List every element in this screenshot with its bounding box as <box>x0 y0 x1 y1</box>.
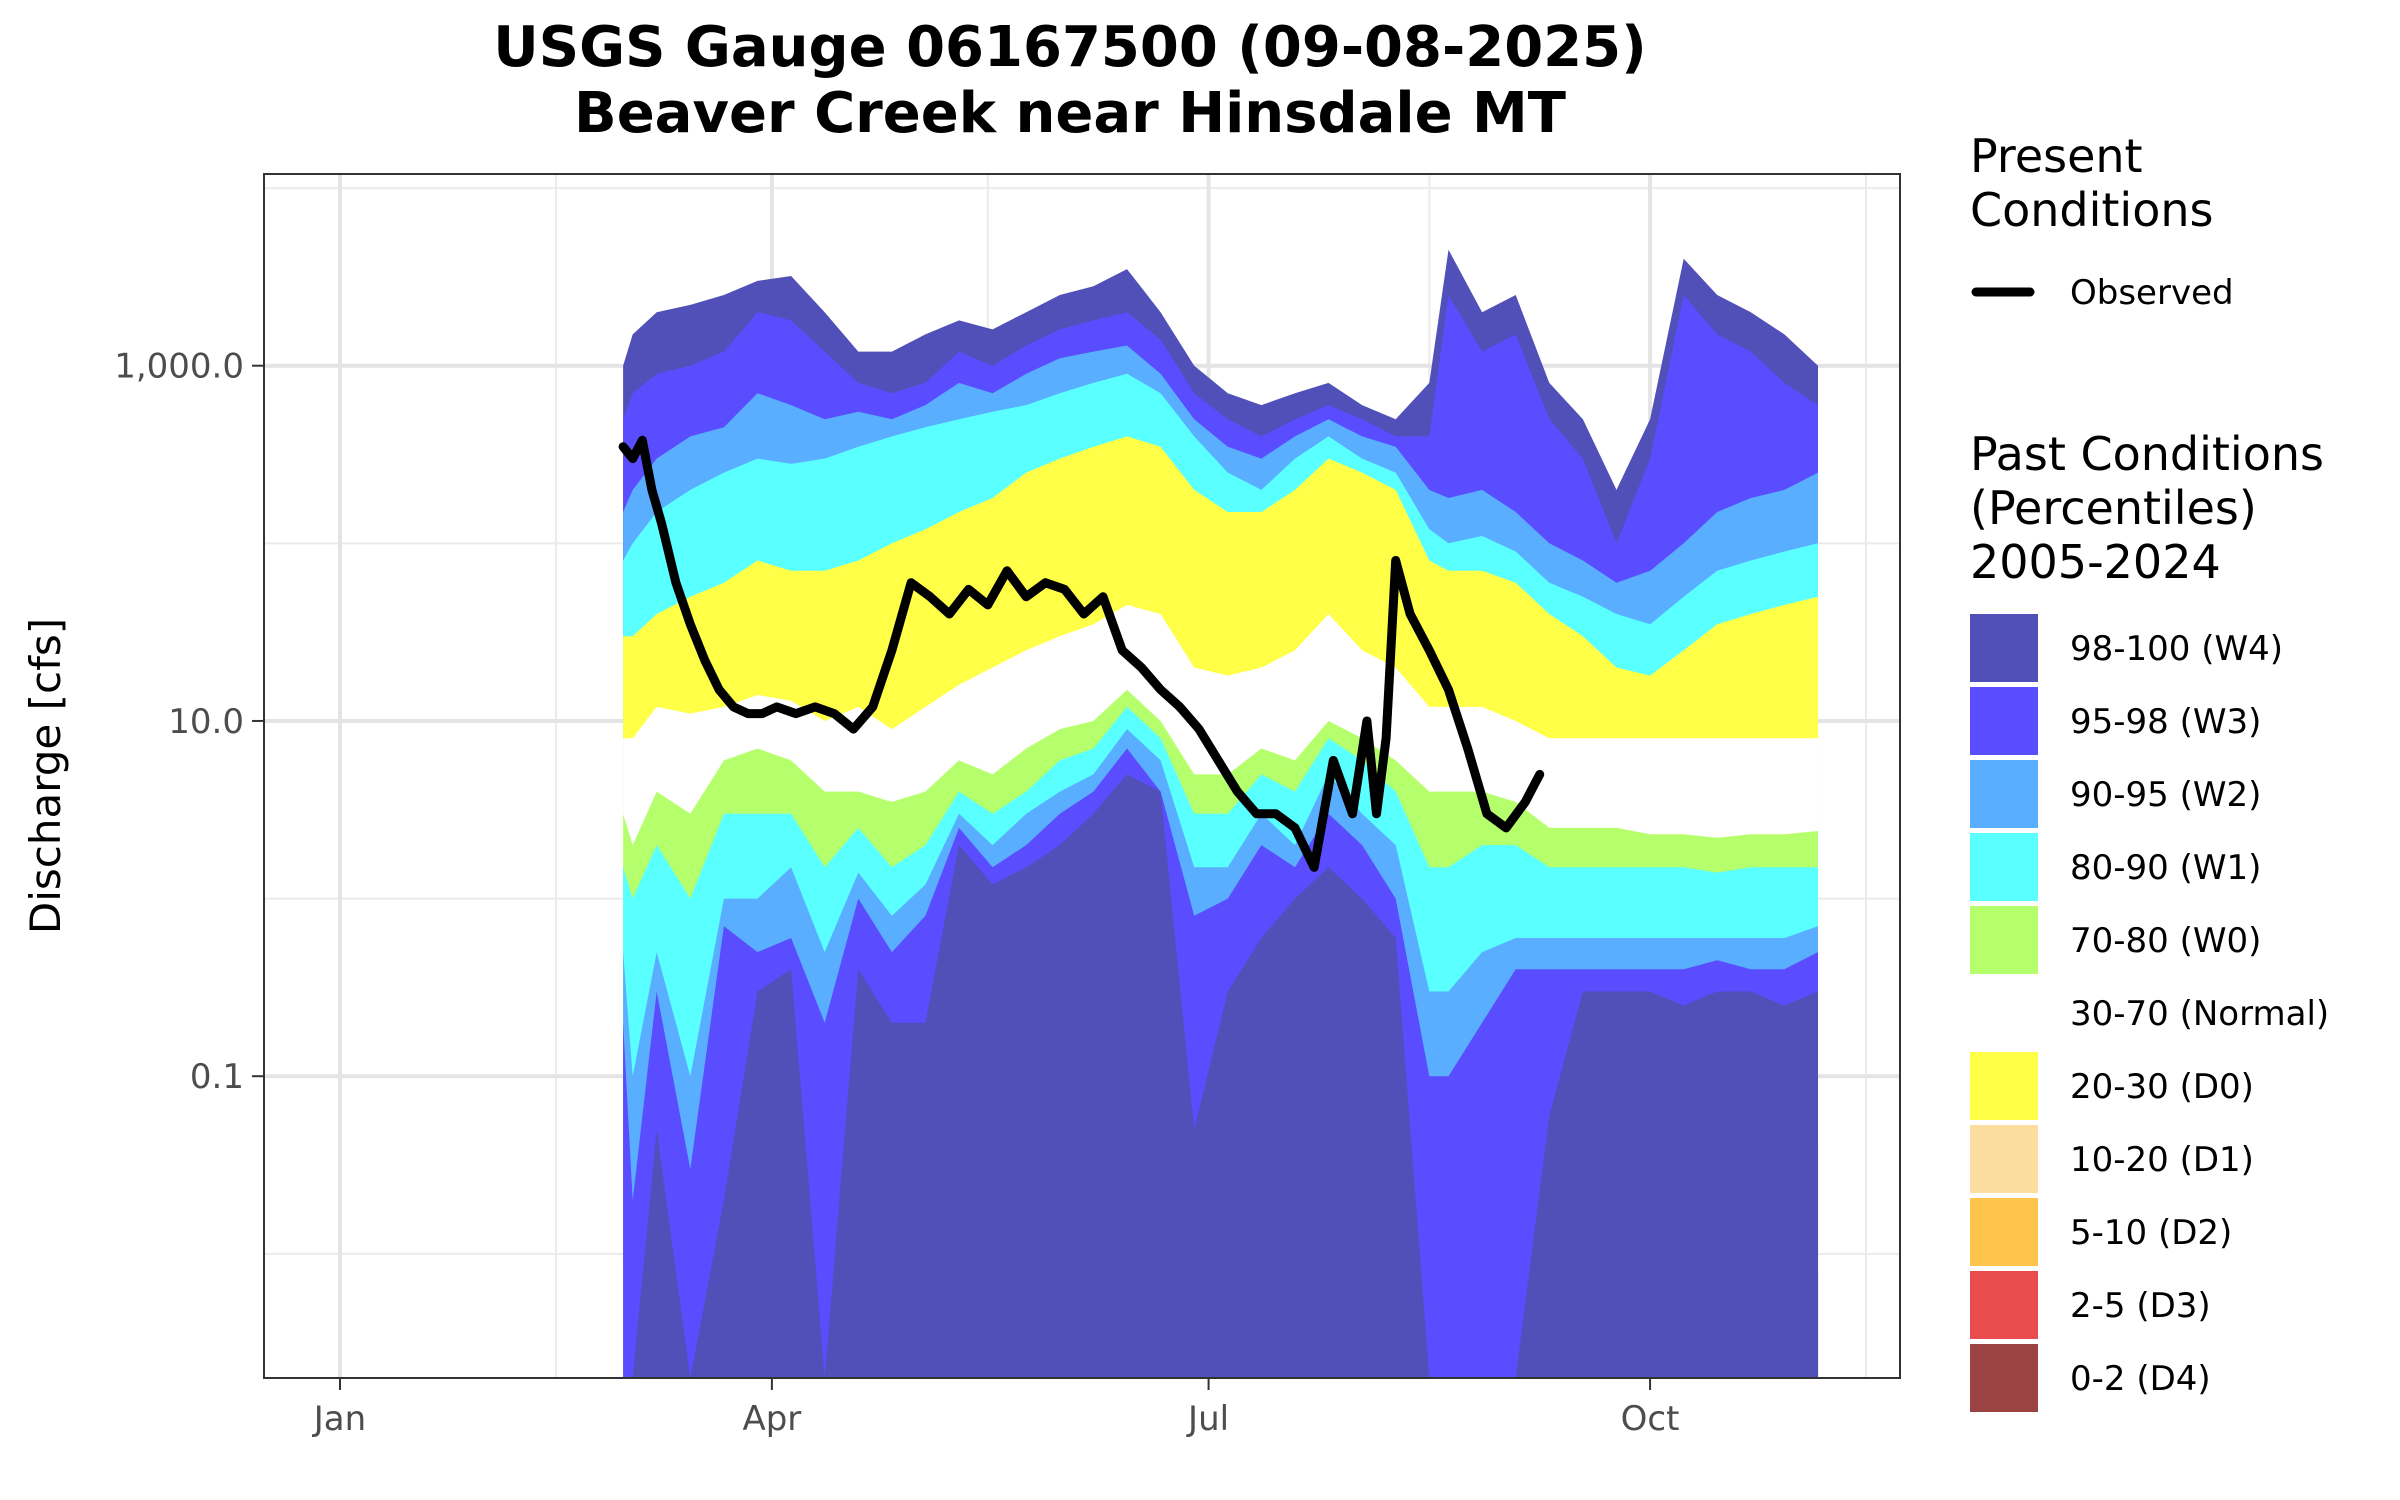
legend-swatch <box>1970 1344 2038 1412</box>
legend-swatch <box>1970 1198 2038 1266</box>
chart-title: USGS Gauge 06167500 (09-08-2025) <box>493 15 1646 80</box>
legend-label: 30-70 (Normal) <box>2070 994 2329 1034</box>
legend-swatch <box>1970 760 2038 828</box>
legend-label-observed: Observed <box>2070 273 2234 313</box>
legend-label: 70-80 (W0) <box>2070 921 2261 961</box>
past-legend-title: (Percentiles) <box>1970 481 2257 535</box>
legend-swatch <box>1970 906 2038 974</box>
observed-series <box>618 435 1545 872</box>
y-axis: 1,000.0 10.0 0.1 <box>114 347 264 1097</box>
y-tick-label: 10.0 <box>168 702 244 742</box>
legend-label: 98-100 (W4) <box>2070 629 2283 669</box>
present-legend-title: Present <box>1970 129 2143 183</box>
y-tick-label: 1,000.0 <box>114 347 244 387</box>
y-axis-title: Discharge [cfs] <box>21 618 70 934</box>
x-axis: Jan Apr Jul Oct <box>312 1378 1680 1439</box>
observed-line <box>618 435 1545 872</box>
x-tick-label: Jan <box>312 1399 366 1439</box>
x-tick-label: Oct <box>1621 1399 1680 1439</box>
plot-border <box>263 173 1901 1379</box>
legend-label: 90-95 (W2) <box>2070 775 2261 815</box>
past-legend-title: Past Conditions <box>1970 427 2324 481</box>
legend-swatch <box>1970 1125 2038 1193</box>
legend-label: 95-98 (W3) <box>2070 702 2261 742</box>
legend-swatch <box>1970 833 2038 901</box>
legend-swatch <box>1970 979 2038 1047</box>
legend-label: 5-10 (D2) <box>2070 1213 2232 1253</box>
legend-swatch <box>1970 1052 2038 1120</box>
legend-swatch <box>1970 687 2038 755</box>
y-tick-label: 0.1 <box>190 1057 244 1097</box>
legend-label: 80-90 (W1) <box>2070 848 2261 888</box>
past-legend-title: 2005-2024 <box>1970 535 2221 589</box>
legend-swatch <box>1970 614 2038 682</box>
x-tick-label: Apr <box>742 1399 801 1439</box>
band-98-100-w4- <box>623 774 1819 1378</box>
present-legend-title: Conditions <box>1970 183 2213 237</box>
legend-label: 2-5 (D3) <box>2070 1286 2211 1326</box>
legend-label: 20-30 (D0) <box>2070 1067 2254 1107</box>
legend-label: 10-20 (D1) <box>2070 1140 2254 1180</box>
legend-label: 0-2 (D4) <box>2070 1359 2211 1399</box>
percentile-bands <box>623 249 1819 1379</box>
chart-subtitle: Beaver Creek near Hinsdale MT <box>574 81 1566 146</box>
legend-swatch <box>1970 1271 2038 1339</box>
x-tick-label: Jul <box>1186 1399 1229 1439</box>
